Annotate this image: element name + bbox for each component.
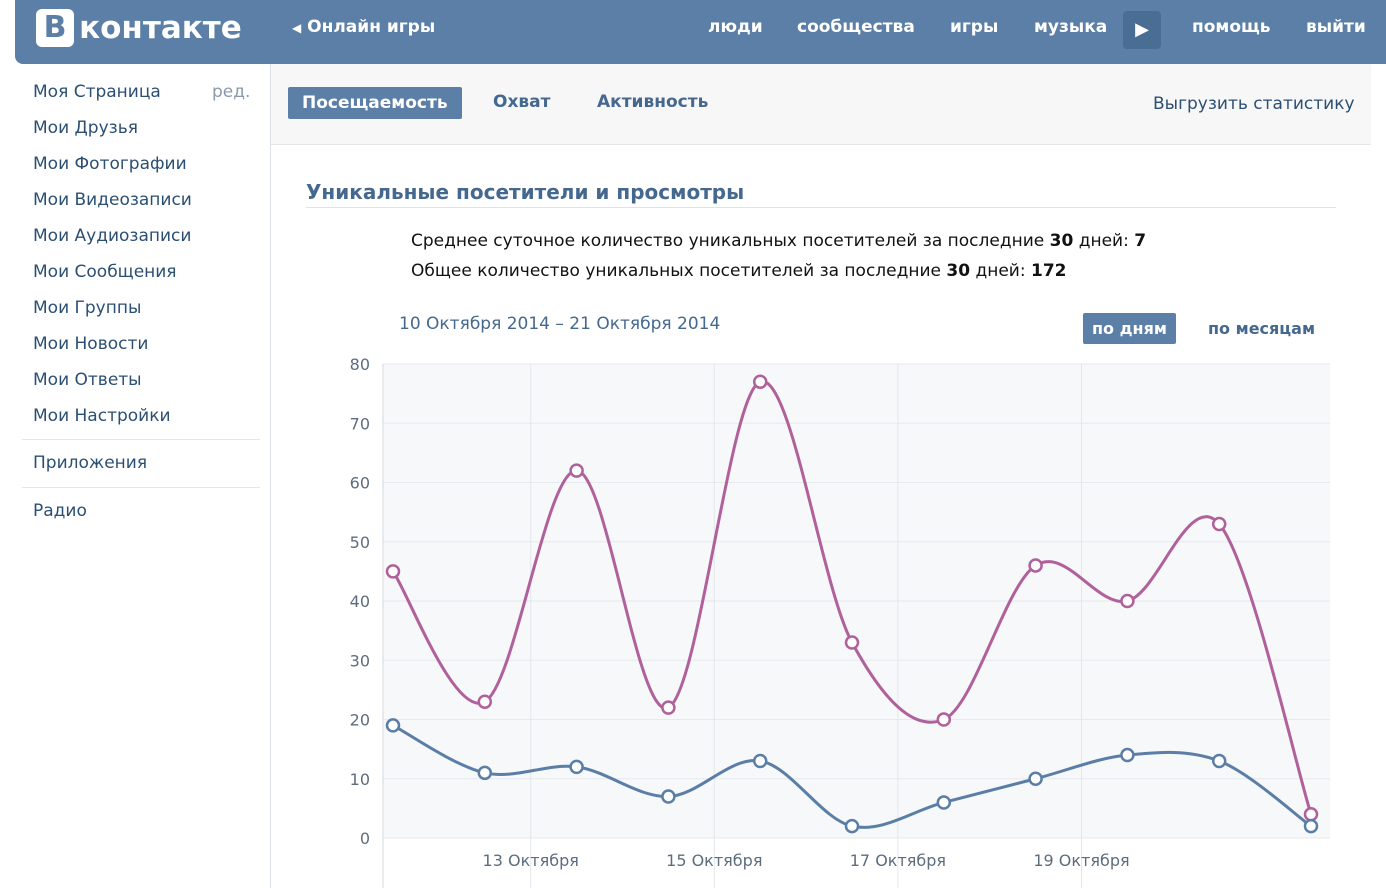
data-point [1028, 771, 1043, 786]
period-button-active[interactable]: по дням [1083, 313, 1176, 344]
stat-text: Среднее суточное количество уникальных п… [411, 231, 1045, 251]
sidebar-link[interactable]: Приложения [33, 453, 148, 473]
data-point [1303, 807, 1319, 822]
sidebar-link[interactable]: Мои Новости [33, 334, 149, 354]
sidebar-link[interactable]: Мои Настройки [33, 406, 171, 426]
data-point [1120, 593, 1135, 609]
sidebar-link[interactable]: Радио [33, 501, 87, 521]
nav-link[interactable]: выйти [1306, 17, 1366, 37]
data-point [752, 753, 768, 769]
period-button[interactable]: по месяцам [1208, 319, 1316, 338]
stat-value: 7 [1134, 231, 1147, 251]
section-title: Уникальные посетители и просмотры [306, 180, 745, 204]
back-link-text: Онлайн игры [307, 17, 436, 37]
y-tick-label: 60 [350, 474, 370, 493]
series-line [391, 380, 1313, 815]
data-point [936, 795, 952, 810]
stat-suffix: дней: [1078, 231, 1129, 251]
logo-letter: В [36, 9, 74, 47]
data-point [385, 718, 401, 733]
data-point [569, 759, 584, 775]
data-point [844, 635, 860, 650]
data-point [1303, 818, 1319, 834]
x-tick-label: 13 Октября [483, 851, 579, 870]
data-point [936, 712, 952, 727]
data-point [752, 374, 768, 390]
x-tick-label: 19 Октября [1033, 851, 1129, 870]
stat-days: 30 [1049, 231, 1074, 251]
nav-link[interactable]: музыка [1034, 17, 1108, 37]
stat-days: 30 [946, 261, 971, 281]
sidebar-link[interactable]: Мои Сообщения [33, 262, 177, 282]
data-point [844, 818, 860, 834]
nav-link[interactable]: помощь [1192, 17, 1271, 37]
stat-text: Общее количество уникальных посетителей … [411, 261, 941, 281]
data-point [477, 694, 493, 709]
data-point [385, 564, 401, 579]
x-tick-label: 17 Октября [850, 851, 946, 870]
y-tick-label: 70 [350, 414, 370, 433]
x-tick-label: 15 Октября [666, 851, 762, 870]
y-tick-label: 80 [350, 355, 370, 374]
separator [22, 487, 260, 488]
sidebar-link[interactable]: Моя Страница [33, 82, 161, 102]
stat-line: Среднее суточное количество уникальных п… [411, 231, 1146, 251]
date-range: 10 Октября 2014 – 21 Октября 2014 [399, 314, 721, 334]
y-tick-label: 40 [350, 592, 370, 611]
sidebar-link[interactable]: Мои Аудиозаписи [33, 226, 192, 246]
y-tick-label: 10 [350, 770, 370, 789]
data-point [1028, 558, 1043, 573]
nav-link[interactable]: игры [950, 17, 999, 37]
separator [22, 439, 260, 440]
data-point [661, 700, 676, 715]
y-tick-label: 20 [350, 711, 370, 730]
sidebar-link[interactable]: Мои Ответы [33, 370, 142, 390]
more-button[interactable]: ▶ [1123, 11, 1161, 49]
nav-link[interactable]: сообщества [797, 17, 915, 37]
data-point [661, 789, 676, 804]
data-point [477, 765, 493, 781]
logo-text: контакте [79, 10, 242, 46]
y-tick-label: 30 [350, 651, 370, 670]
data-point [569, 463, 584, 478]
logo[interactable]: В контакте [36, 9, 242, 49]
data-point [1211, 753, 1227, 769]
content [270, 64, 1386, 888]
data-point [1120, 747, 1135, 763]
sidebar-link[interactable]: Мои Группы [33, 298, 142, 318]
stat-suffix: дней: [975, 261, 1026, 281]
sidebar-link[interactable]: Мои Друзья [33, 118, 138, 138]
nav-link[interactable]: люди [708, 17, 763, 37]
tab[interactable]: Охват [493, 92, 551, 112]
edit-link[interactable]: ред. [212, 82, 251, 102]
stat-value: 172 [1031, 261, 1067, 281]
y-tick-label: 50 [350, 533, 370, 552]
divider [306, 207, 1336, 208]
y-tick-label: 0 [360, 829, 370, 848]
tab-active[interactable]: Посещаемость [288, 87, 462, 119]
data-point [1211, 516, 1227, 532]
stat-line: Общее количество уникальных посетителей … [411, 261, 1067, 281]
sidebar-link[interactable]: Мои Видеозаписи [33, 190, 192, 210]
tab[interactable]: Активность [597, 92, 709, 112]
back-link[interactable]: ◀ Онлайн игры [292, 17, 436, 37]
export-link[interactable]: Выгрузить статистику [1153, 94, 1355, 114]
sidebar-link[interactable]: Мои Фотографии [33, 154, 187, 174]
chart: 0 10 20 30 40 50 60 70 80 13 Октября 15 Октября 17 … [350, 355, 1330, 888]
